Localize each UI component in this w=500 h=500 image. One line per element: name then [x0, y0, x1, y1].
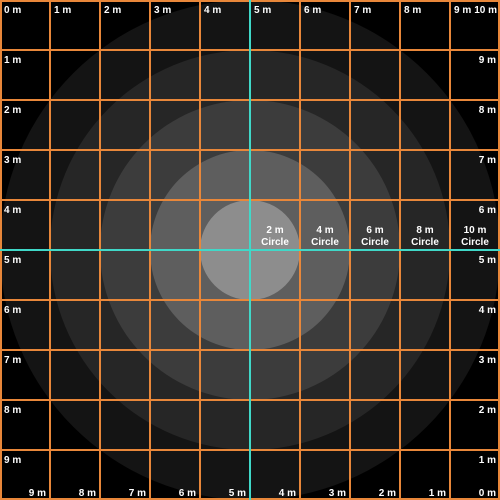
bottom-label: 3 m — [329, 488, 346, 499]
circle-label-word: Circle — [261, 237, 289, 248]
top-label: 9 m — [454, 5, 471, 16]
right-label: 6 m — [479, 205, 496, 216]
top-label: 8 m — [404, 5, 421, 16]
circle-label-size: 8 m — [416, 225, 433, 236]
left-label: 3 m — [4, 155, 21, 166]
circle-label-size: 4 m — [316, 225, 333, 236]
top-label: 3 m — [154, 5, 171, 16]
circle-label-word: Circle — [361, 237, 389, 248]
right-label: 8 m — [479, 105, 496, 116]
right-label: 1 m — [479, 455, 496, 466]
bottom-label: 4 m — [279, 488, 296, 499]
right-label: 2 m — [479, 405, 496, 416]
top-label: 5 m — [254, 5, 271, 16]
left-label: 6 m — [4, 305, 21, 316]
circle-label-word: Circle — [311, 237, 339, 248]
bottom-label: 8 m — [79, 488, 96, 499]
bottom-label: 1 m — [429, 488, 446, 499]
top-label: 2 m — [104, 5, 121, 16]
bottom-label: 7 m — [129, 488, 146, 499]
bottom-label: 2 m — [379, 488, 396, 499]
circle-label-word: Circle — [461, 237, 489, 248]
top-label: 4 m — [204, 5, 221, 16]
left-label: 5 m — [4, 255, 21, 266]
right-label: 9 m — [479, 55, 496, 66]
bottom-label: 9 m — [29, 488, 46, 499]
right-label: 0 m — [479, 488, 496, 499]
top-label: 1 m — [54, 5, 71, 16]
right-label: 7 m — [479, 155, 496, 166]
top-label: 0 m — [4, 5, 21, 16]
left-label: 7 m — [4, 355, 21, 366]
left-label: 2 m — [4, 105, 21, 116]
circle-label-size: 10 m — [464, 225, 487, 236]
right-label: 5 m — [479, 255, 496, 266]
top-label: 10 m — [474, 5, 497, 16]
bottom-label: 6 m — [179, 488, 196, 499]
top-label: 7 m — [354, 5, 371, 16]
left-label: 1 m — [4, 55, 21, 66]
right-label: 3 m — [479, 355, 496, 366]
left-label: 4 m — [4, 205, 21, 216]
bottom-label: 5 m — [229, 488, 246, 499]
circle-label-size: 2 m — [266, 225, 283, 236]
left-label: 9 m — [4, 455, 21, 466]
left-label: 8 m — [4, 405, 21, 416]
circle-label-size: 6 m — [366, 225, 383, 236]
top-label: 6 m — [304, 5, 321, 16]
right-label: 4 m — [479, 305, 496, 316]
circle-label-word: Circle — [411, 237, 439, 248]
